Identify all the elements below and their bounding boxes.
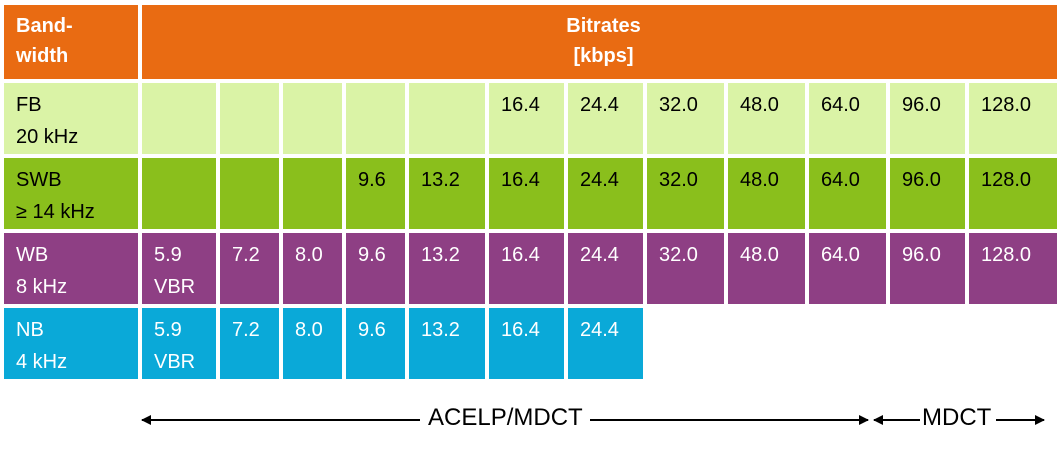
codec-range-arrows (141, 415, 1045, 425)
bitrate-cell: 96.0 (890, 233, 965, 304)
bitrate-cell: 64.0 (809, 83, 886, 154)
row-label-fb-name: FB (16, 94, 42, 116)
bitrate-cell: 128.0 (969, 233, 1057, 304)
bandwidth-header: Band- width (4, 5, 138, 79)
bitrate-cell (409, 83, 485, 154)
bitrate-cell (346, 83, 405, 154)
bitrate-cell (220, 83, 279, 154)
bandwidth-header-line2: width (16, 45, 69, 67)
bitrate-cell: 8.0 (283, 233, 342, 304)
acelp-mdct-label: ACELP/MDCT (424, 402, 587, 434)
bitrate-cell: 13.2 (409, 233, 485, 304)
bitrate-cell: 13.2 (409, 308, 485, 379)
bitrate-cell: 64.0 (809, 233, 886, 304)
bitrate-cell: 24.4 (568, 158, 643, 229)
bitrate-cell: 16.4 (489, 308, 564, 379)
bitrate-cell: 96.0 (890, 158, 965, 229)
row-label-swb: SWB ≥ 14 kHz (4, 158, 138, 229)
row-label-wb: WB 8 kHz (4, 233, 138, 304)
bitrate-cell: 128.0 (969, 158, 1057, 229)
bitrate-cell: 16.4 (489, 233, 564, 304)
row-label-nb: NB 4 kHz (4, 308, 138, 379)
bitrate-cell: 5.9 VBR (142, 233, 216, 304)
bitrates-header-line2: [kbps] (573, 45, 634, 67)
row-label-nb-range: 4 kHz (16, 351, 68, 373)
bitrate-cell: 64.0 (809, 158, 886, 229)
row-label-nb-name: NB (16, 319, 44, 341)
bitrate-cell (142, 158, 216, 229)
bitrate-cell (220, 158, 279, 229)
bitrate-cell: 24.4 (568, 308, 643, 379)
bitrate-cell: 13.2 (409, 158, 485, 229)
bitrate-cell: 48.0 (728, 158, 805, 229)
row-label-fb: FB 20 kHz (4, 83, 138, 154)
bitrate-cell (142, 83, 216, 154)
bitrate-cell: 7.2 (220, 233, 279, 304)
bitrate-table: Band- width Bitrates [kbps] FB 20 kHz 16.4… (4, 5, 1057, 379)
bitrate-cell: 9.6 (346, 308, 405, 379)
bitrate-cell: 32.0 (647, 158, 724, 229)
row-label-wb-name: WB (16, 244, 49, 266)
bitrate-cell: 5.9 VBR (142, 308, 216, 379)
row-label-fb-range: 20 kHz (16, 126, 79, 148)
bitrate-cell: 32.0 (647, 233, 724, 304)
bitrates-header: Bitrates [kbps] (142, 5, 1057, 79)
bitrate-cell: 9.6 (346, 233, 405, 304)
bitrate-cell: 128.0 (969, 83, 1057, 154)
bandwidth-header-line1: Band- (16, 15, 73, 37)
row-label-swb-range: ≥ 14 kHz (16, 201, 95, 223)
bitrate-cell: 24.4 (568, 83, 643, 154)
bitrate-cell: 96.0 (890, 83, 965, 154)
bitrate-cell: 16.4 (489, 158, 564, 229)
row-label-swb-name: SWB (16, 169, 62, 191)
bitrate-cell: 48.0 (728, 233, 805, 304)
bitrates-header-line1: Bitrates (566, 15, 641, 37)
bitrate-cell: 16.4 (489, 83, 564, 154)
bitrate-cell: 8.0 (283, 308, 342, 379)
bitrate-cell (283, 83, 342, 154)
bitrate-cell: 7.2 (220, 308, 279, 379)
bitrate-cell: 48.0 (728, 83, 805, 154)
bitrate-cell: 24.4 (568, 233, 643, 304)
bitrate-cell: 9.6 (346, 158, 405, 229)
bitrate-cell (283, 158, 342, 229)
row-label-wb-range: 8 kHz (16, 276, 68, 298)
bitrate-cell: 32.0 (647, 83, 724, 154)
mdct-label: MDCT (920, 402, 994, 434)
